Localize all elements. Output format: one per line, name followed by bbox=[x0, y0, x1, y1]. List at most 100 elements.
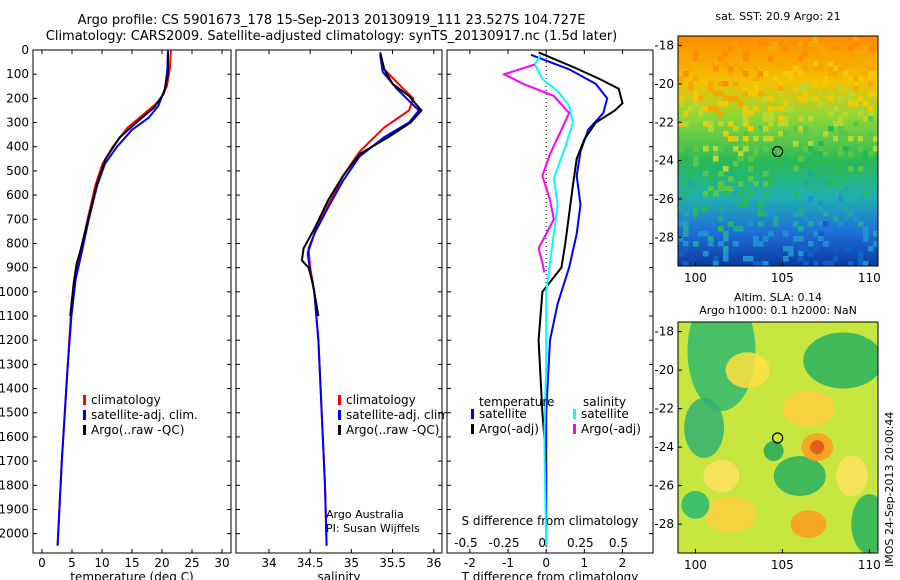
profile-panel-2: 34 34.5 35 35.5 36 salinity climatologysatelli… bbox=[235, 49, 453, 580]
y-tick-label: 1700 bbox=[0, 454, 29, 468]
legend-swatch bbox=[471, 409, 474, 419]
sla-patch bbox=[725, 352, 770, 389]
x-tick-label: 110 bbox=[858, 558, 881, 572]
title-line-1: Argo profile: CS 5901673_178 15-Sep-2013… bbox=[77, 13, 586, 28]
map-field bbox=[678, 322, 878, 553]
legend-swatch bbox=[573, 409, 576, 419]
x-tick-label: 2 bbox=[619, 556, 627, 570]
y-tick-label: 500 bbox=[6, 164, 29, 178]
legend-label: Argo(-adj) bbox=[479, 422, 539, 436]
x-tick-label: 35 bbox=[344, 556, 359, 570]
y-tick-label: 1100 bbox=[0, 309, 29, 323]
y-tick-label: 1500 bbox=[0, 406, 29, 420]
legend-label: Argo(..raw -QC) bbox=[91, 423, 184, 437]
x-tick-label: -2 bbox=[464, 556, 476, 570]
y-tick-label: 600 bbox=[6, 188, 29, 202]
legend-swatch bbox=[471, 424, 474, 434]
sla-patch bbox=[773, 456, 826, 496]
sla-patch bbox=[803, 332, 878, 389]
x-tick-label: 34.5 bbox=[297, 556, 324, 570]
legend-label: satellite-adj. clim. bbox=[91, 408, 198, 422]
map-frame bbox=[677, 321, 879, 554]
plot-frame bbox=[32, 49, 232, 554]
x-axis-label-2: S difference from climatology bbox=[462, 514, 639, 528]
y-tick-label: -22 bbox=[654, 402, 674, 416]
y-tick-label: 1800 bbox=[0, 478, 29, 492]
y-tick-label: 1000 bbox=[0, 285, 29, 299]
legend-swatch bbox=[83, 425, 86, 435]
y-tick-label: -26 bbox=[654, 192, 674, 206]
x-tick-label: 15 bbox=[124, 556, 139, 570]
legend-label: Argo(-adj) bbox=[581, 422, 641, 436]
legend-label: satellite bbox=[581, 407, 629, 421]
x-tick-label: 36 bbox=[426, 556, 441, 570]
y-tick-label: 2000 bbox=[0, 527, 29, 541]
argo-position-marker bbox=[771, 145, 784, 158]
sla-patch bbox=[687, 322, 756, 411]
y-tick-label: 700 bbox=[6, 212, 29, 226]
x-tick-label-top: 0.5 bbox=[609, 536, 628, 550]
y-tick-label: -22 bbox=[654, 115, 674, 129]
x-tick-label-top: -0.25 bbox=[489, 536, 520, 550]
y-tick-label: 1900 bbox=[0, 502, 29, 516]
sla-patch bbox=[704, 496, 757, 533]
legend-swatch bbox=[338, 410, 341, 420]
legend-title-salinity: salinity bbox=[583, 395, 626, 409]
plot-frame bbox=[235, 49, 443, 554]
x-tick-label: 105 bbox=[771, 558, 794, 572]
legend-swatch bbox=[573, 424, 576, 434]
y-tick-label: -24 bbox=[654, 440, 674, 454]
map-title: Altim. SLA: 0.14 bbox=[734, 291, 822, 304]
side-stamp: IMOS 24-Sep-2013 20:00:44 bbox=[883, 412, 896, 567]
series-line-1 bbox=[530, 53, 609, 546]
x-tick-label: 10 bbox=[94, 556, 109, 570]
legend-label: satellite bbox=[479, 407, 527, 421]
y-tick-label: 100 bbox=[6, 67, 29, 81]
y-tick-label: -28 bbox=[654, 230, 674, 244]
x-tick-label: 30 bbox=[214, 556, 229, 570]
y-tick-label: 400 bbox=[6, 140, 29, 154]
x-tick-label: -1 bbox=[502, 556, 514, 570]
y-tick-label: -24 bbox=[654, 154, 674, 168]
x-tick-label: 100 bbox=[684, 271, 707, 285]
sla-patch bbox=[835, 456, 868, 496]
x-axis-label: temperature (deg C) bbox=[70, 570, 193, 580]
map-panel-2: 100 105 110 -18 -20 -22 -24 -26 -28 Altim. SLA: 0… bbox=[654, 291, 881, 572]
x-tick-label: 0 bbox=[542, 556, 550, 570]
y-tick-label: -28 bbox=[654, 517, 674, 531]
sla-patch bbox=[790, 510, 827, 539]
x-tick-label: 105 bbox=[771, 271, 794, 285]
x-axis-label: salinity bbox=[317, 570, 360, 580]
y-tick-label: 900 bbox=[6, 261, 29, 275]
sla-patch bbox=[763, 440, 784, 461]
x-tick-label: 1 bbox=[581, 556, 589, 570]
x-tick-label: 0 bbox=[38, 556, 46, 570]
plot-frame bbox=[446, 49, 654, 554]
series-line-2 bbox=[306, 54, 421, 546]
footnote-line-1: Argo Australia bbox=[326, 508, 404, 521]
sla-patch bbox=[703, 460, 740, 492]
map-panel-1: 100 105 110 -18 -20 -22 -24 -26 -28 sat. SST: 20.… bbox=[654, 10, 880, 285]
legend-title-temperature: temperature bbox=[479, 395, 554, 409]
sla-patch bbox=[681, 490, 710, 519]
legend-label: climatology bbox=[91, 393, 161, 407]
legend-label: climatology bbox=[346, 393, 416, 407]
map-subtitle: Argo h1000: 0.1 h2000: NaN bbox=[699, 304, 857, 317]
profile-panel-1: 0 5 10 15 20 25 300100200300400500600700800900… bbox=[0, 43, 232, 580]
y-tick-label: 200 bbox=[6, 91, 29, 105]
y-tick-label: 1300 bbox=[0, 357, 29, 371]
map-field bbox=[678, 36, 878, 266]
legend-label: Argo(..raw -QC) bbox=[346, 423, 439, 437]
series-line-3 bbox=[69, 52, 169, 317]
y-tick-label: -20 bbox=[654, 77, 674, 91]
y-tick-label: 1200 bbox=[0, 333, 29, 347]
y-tick-label: -20 bbox=[654, 363, 674, 377]
x-tick-label: 25 bbox=[184, 556, 199, 570]
x-axis-label: T difference from climatology bbox=[461, 570, 639, 580]
x-tick-label-top: 0 bbox=[538, 536, 546, 550]
footnote-line-2: PI: Susan Wijffels bbox=[326, 522, 420, 535]
x-tick-label: 35.5 bbox=[379, 556, 406, 570]
x-tick-label-top: 0.25 bbox=[567, 536, 594, 550]
sla-patch bbox=[851, 494, 878, 553]
